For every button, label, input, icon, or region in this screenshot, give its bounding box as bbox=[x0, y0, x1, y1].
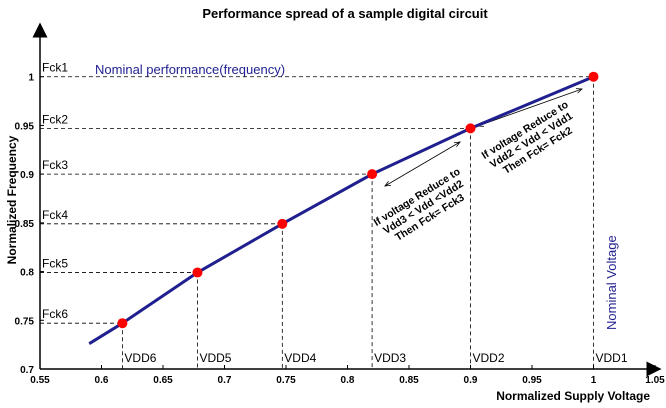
annotation: If voltage Reduce to Vdd3 < Vdd <Vdd2 Th… bbox=[372, 166, 467, 244]
x-tick-label: 0.65 bbox=[153, 375, 173, 386]
range-arrow bbox=[385, 142, 460, 186]
marker bbox=[277, 218, 288, 229]
marker bbox=[465, 123, 476, 134]
x-tick-label: 1 bbox=[591, 375, 597, 386]
y-tick-label: 0.8 bbox=[20, 268, 34, 279]
y-tick-label: 1 bbox=[28, 73, 34, 84]
y-tick-label: 0.85 bbox=[15, 219, 35, 230]
marker bbox=[192, 267, 203, 278]
voltage-label: VDD1 bbox=[596, 351, 628, 365]
marker bbox=[588, 71, 599, 82]
voltage-label: VDD2 bbox=[473, 351, 505, 365]
marker bbox=[367, 169, 378, 180]
frequency-label: Fck6 bbox=[42, 307, 68, 321]
y-tick-label: 0.7 bbox=[20, 365, 34, 376]
voltage-label: VDD3 bbox=[374, 351, 406, 365]
annotation: If voltage Reduce to Vdd2 < Vdd < Vdd1 T… bbox=[480, 99, 575, 177]
x-tick-label: 0.95 bbox=[522, 375, 542, 386]
frequency-label: Fck2 bbox=[42, 112, 68, 126]
frequency-label: Fck1 bbox=[42, 61, 68, 75]
frequency-label: Fck3 bbox=[42, 158, 68, 172]
y-axis-label: Normalized Frequency bbox=[5, 135, 19, 264]
annotation: Nominal performance(frequency) bbox=[95, 62, 285, 77]
chart-title: Performance spread of a sample digital c… bbox=[202, 6, 488, 21]
annotation: Nominal Voltage bbox=[604, 235, 619, 330]
voltage-label: VDD4 bbox=[284, 351, 316, 365]
x-tick-label: 0.55 bbox=[30, 375, 50, 386]
marker bbox=[117, 318, 128, 329]
curve bbox=[88, 75, 595, 345]
x-tick-label: 0.9 bbox=[464, 375, 478, 386]
x-tick-label: 0.8 bbox=[341, 375, 355, 386]
frequency-label: Fck5 bbox=[42, 257, 68, 271]
y-tick-label: 0.75 bbox=[15, 316, 35, 327]
y-tick-label: 0.95 bbox=[15, 121, 35, 132]
range-arrow bbox=[478, 89, 582, 126]
x-axis-label: Normalized Supply Voltage bbox=[496, 389, 650, 403]
voltage-label: VDD5 bbox=[199, 351, 231, 365]
x-tick-label: 0.6 bbox=[95, 375, 109, 386]
y-tick-label: 0.9 bbox=[20, 170, 34, 181]
frequency-label: Fck4 bbox=[42, 208, 68, 222]
x-tick-label: 0.85 bbox=[399, 375, 419, 386]
x-tick-label: 0.7 bbox=[218, 375, 232, 386]
x-tick-label: 1.05 bbox=[645, 375, 665, 386]
x-tick-label: 0.75 bbox=[276, 375, 296, 386]
voltage-label: VDD6 bbox=[124, 351, 156, 365]
